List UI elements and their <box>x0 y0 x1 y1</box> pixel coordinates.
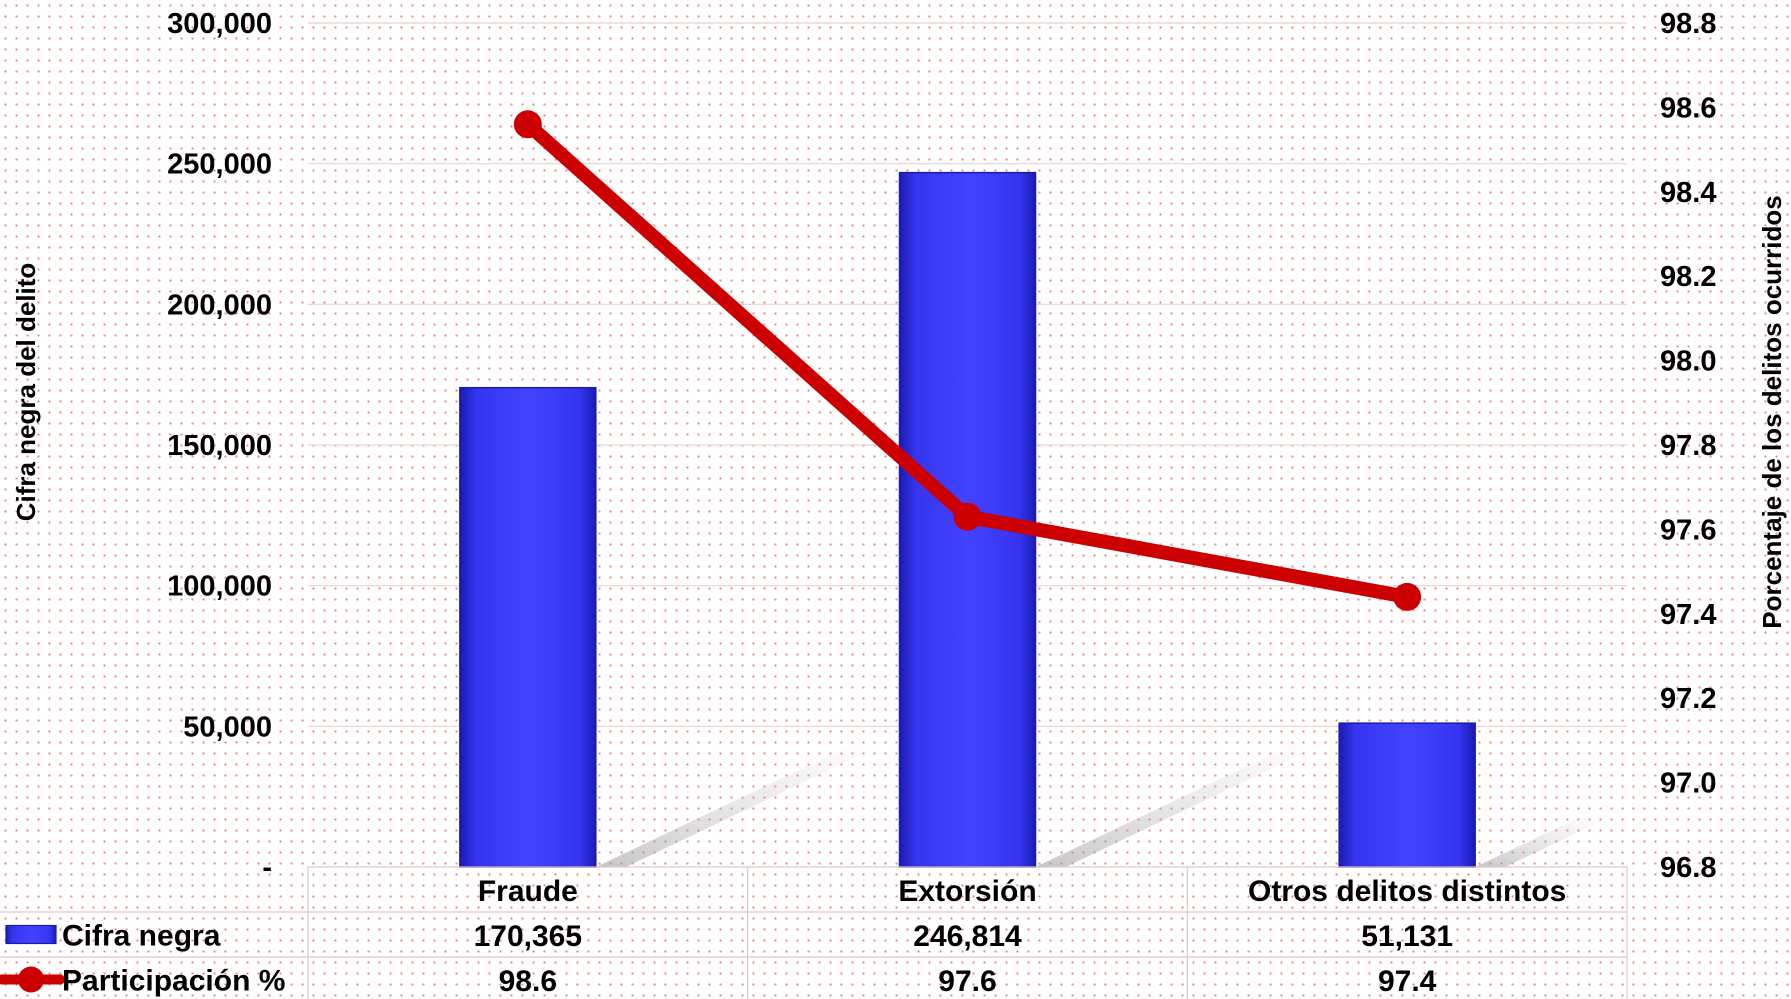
legend-label-participacion: Participación % <box>62 965 285 998</box>
line-value-label: 98.6 <box>499 965 557 998</box>
y2-tick-label: 98.0 <box>1660 346 1716 378</box>
bar-shadow <box>1035 743 1326 867</box>
line-point <box>953 502 982 531</box>
y-axis-right-label: Porcentaje de los delitos ocurridos <box>1757 195 1787 628</box>
y2-tick-label: 97.0 <box>1660 768 1716 800</box>
bar <box>459 386 597 868</box>
y2-tick-label: 98.4 <box>1660 177 1716 209</box>
legend-bar-key <box>5 924 57 945</box>
line-point <box>513 110 542 139</box>
bar-shadows <box>595 743 1609 867</box>
bar-value-label: 170,365 <box>474 920 582 953</box>
y2-tick-label: 98.8 <box>1660 8 1716 40</box>
bar-value-label: 246,814 <box>913 920 1022 953</box>
bar-shadow <box>1475 817 1609 867</box>
y2-tick-label: 97.8 <box>1660 430 1716 462</box>
y-tick-label: 50,000 <box>183 711 272 743</box>
y-tick-label: 100,000 <box>167 571 272 603</box>
x-category-label: Fraude <box>478 875 578 908</box>
y-tick-label: - <box>262 852 272 884</box>
y2-tick-label: 98.6 <box>1660 92 1716 124</box>
y-tick-label: 200,000 <box>167 289 272 321</box>
legend-label-cifra-negra: Cifra negra <box>62 920 221 953</box>
line-point <box>1393 582 1422 611</box>
y-axis-left-label: Cifra negra del delito <box>11 263 41 522</box>
y2-tick-label: 98.2 <box>1660 261 1716 293</box>
y-axis-left-ticks: - 50,000 100,000 150,000 200,000 250,000 300,0… <box>167 8 272 884</box>
line-series-participacion <box>513 110 1422 611</box>
y2-tick-label: 97.4 <box>1660 599 1716 631</box>
y2-tick-label: 97.6 <box>1660 514 1716 546</box>
table-border <box>307 866 1628 999</box>
line-value-label: 97.4 <box>1378 965 1437 998</box>
bar <box>1338 722 1476 868</box>
line-value-label: 97.6 <box>938 965 996 998</box>
data-table: Fraude Extorsión Otros delitos distintos 17… <box>0 866 1628 999</box>
y-tick-label: 300,000 <box>167 8 272 40</box>
bar-shadow <box>595 743 886 867</box>
legend-line-marker <box>18 966 44 993</box>
x-category-label: Otros delitos distintos <box>1248 875 1566 908</box>
y2-tick-label: 97.2 <box>1660 683 1716 715</box>
y-axis-right-ticks: 96.8 97.0 97.2 97.4 97.6 97.8 98.0 98.2 98.4 98.6… <box>1660 8 1716 884</box>
x-category-label: Extorsión <box>898 875 1036 908</box>
y-tick-label: 250,000 <box>167 149 272 181</box>
bar-value-label: 51,131 <box>1361 920 1453 953</box>
y2-tick-label: 96.8 <box>1660 852 1716 884</box>
y-tick-label: 150,000 <box>167 430 272 462</box>
